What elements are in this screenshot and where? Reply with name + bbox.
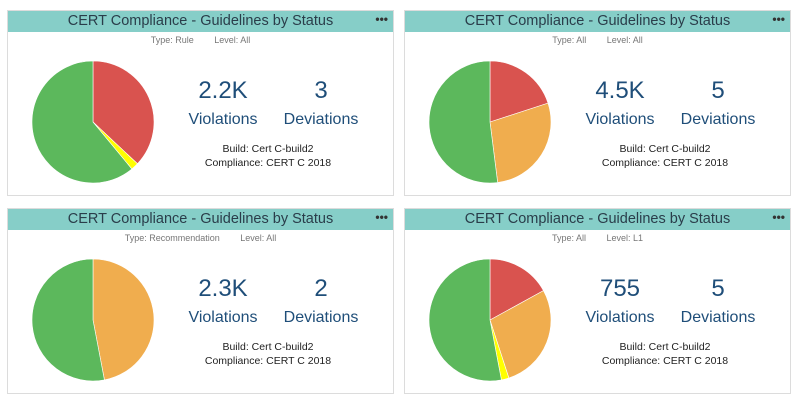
status-pie-chart[interactable] <box>30 257 156 383</box>
deviations-label: Deviations <box>680 309 756 326</box>
deviations-label: Deviations <box>283 309 359 326</box>
widget-header: CERT Compliance - Guidelines by Status •… <box>405 209 790 230</box>
build-label: Build: Cert C-build2 <box>619 143 711 155</box>
compliance-label: Compliance: CERT C 2018 <box>601 157 729 169</box>
more-options-icon[interactable]: ••• <box>772 210 785 224</box>
deviations-count: 5 <box>711 275 725 302</box>
deviations-label: Deviations <box>680 111 756 128</box>
widget-title: CERT Compliance - Guidelines by Status <box>67 13 334 29</box>
build-label: Build: Cert C-build2 <box>222 143 314 155</box>
widget-header: CERT Compliance - Guidelines by Status •… <box>405 11 790 32</box>
pie-slice-orange[interactable] <box>489 102 552 183</box>
deviations-label: Deviations <box>283 111 359 128</box>
widget-filters: Type: All Level: L1 <box>405 233 790 243</box>
status-pie-chart[interactable] <box>427 59 553 185</box>
widget-header: CERT Compliance - Guidelines by Status •… <box>8 11 393 32</box>
deviations-metric[interactable]: 5 Deviations <box>673 77 763 131</box>
compliance-label: Compliance: CERT C 2018 <box>204 355 332 367</box>
widget-filters: Type: All Level: All <box>405 35 790 45</box>
level-label: Level: All <box>606 35 643 45</box>
violations-count: 2.2K <box>198 77 248 104</box>
pie-slice-green[interactable] <box>31 258 105 382</box>
widget-title: CERT Compliance - Guidelines by Status <box>67 211 334 227</box>
level-label: Level: All <box>240 233 277 243</box>
violations-label: Violations <box>188 309 258 326</box>
compliance-label: Compliance: CERT C 2018 <box>601 355 729 367</box>
violations-label: Violations <box>585 309 655 326</box>
more-options-icon[interactable]: ••• <box>375 12 388 26</box>
pie-slice-red[interactable] <box>489 258 544 321</box>
type-label: Type: Recommendation <box>124 233 220 243</box>
build-label: Build: Cert C-build2 <box>222 341 314 353</box>
level-label: Level: L1 <box>606 233 644 243</box>
type-label: Type: All <box>552 35 587 45</box>
deviations-metric[interactable]: 5 Deviations <box>673 275 763 329</box>
violations-metric[interactable]: 755 Violations <box>575 275 665 329</box>
build-info: Build: Cert C-build2 Compliance: CERT C … <box>188 142 348 170</box>
violations-label: Violations <box>585 111 655 128</box>
pie-slice-red[interactable] <box>92 60 155 165</box>
widget-title: CERT Compliance - Guidelines by Status <box>464 13 731 29</box>
deviations-count: 5 <box>711 77 725 104</box>
compliance-label: Compliance: CERT C 2018 <box>204 157 332 169</box>
more-options-icon[interactable]: ••• <box>375 210 388 224</box>
compliance-widget-rule: CERT Compliance - Guidelines by Status •… <box>7 10 394 196</box>
compliance-widget-recommendation: CERT Compliance - Guidelines by Status •… <box>7 208 394 394</box>
build-info: Build: Cert C-build2 Compliance: CERT C … <box>585 340 745 368</box>
pie-slice-green[interactable] <box>31 60 133 184</box>
violations-metric[interactable]: 4.5K Violations <box>575 77 665 131</box>
pie-slice-red[interactable] <box>489 60 549 123</box>
deviations-metric[interactable]: 3 Deviations <box>276 77 366 131</box>
more-options-icon[interactable]: ••• <box>772 12 785 26</box>
pie-slice-orange[interactable] <box>489 290 552 379</box>
deviations-count: 3 <box>314 77 328 104</box>
violations-count: 2.3K <box>198 275 248 302</box>
violations-count: 4.5K <box>595 77 645 104</box>
type-label: Type: Rule <box>150 35 194 45</box>
pie-slice-green[interactable] <box>428 258 502 382</box>
violations-metric[interactable]: 2.2K Violations <box>178 77 268 131</box>
widget-filters: Type: Recommendation Level: All <box>8 233 393 243</box>
build-info: Build: Cert C-build2 Compliance: CERT C … <box>188 340 348 368</box>
deviations-metric[interactable]: 2 Deviations <box>276 275 366 329</box>
level-label: Level: All <box>214 35 251 45</box>
violations-count: 755 <box>599 275 641 302</box>
compliance-widget-all: CERT Compliance - Guidelines by Status •… <box>404 10 791 196</box>
widget-filters: Type: Rule Level: All <box>8 35 393 45</box>
violations-label: Violations <box>188 111 258 128</box>
build-info: Build: Cert C-build2 Compliance: CERT C … <box>585 142 745 170</box>
violations-metric[interactable]: 2.3K Violations <box>178 275 268 329</box>
compliance-widget-l1: CERT Compliance - Guidelines by Status •… <box>404 208 791 394</box>
pie-slice-orange[interactable] <box>92 258 155 381</box>
widget-title: CERT Compliance - Guidelines by Status <box>464 211 731 227</box>
widget-header: CERT Compliance - Guidelines by Status •… <box>8 209 393 230</box>
pie-slice-green[interactable] <box>428 60 498 184</box>
deviations-count: 2 <box>314 275 328 302</box>
type-label: Type: All <box>551 233 586 243</box>
status-pie-chart[interactable] <box>30 59 156 185</box>
status-pie-chart[interactable] <box>427 257 553 383</box>
build-label: Build: Cert C-build2 <box>619 341 711 353</box>
